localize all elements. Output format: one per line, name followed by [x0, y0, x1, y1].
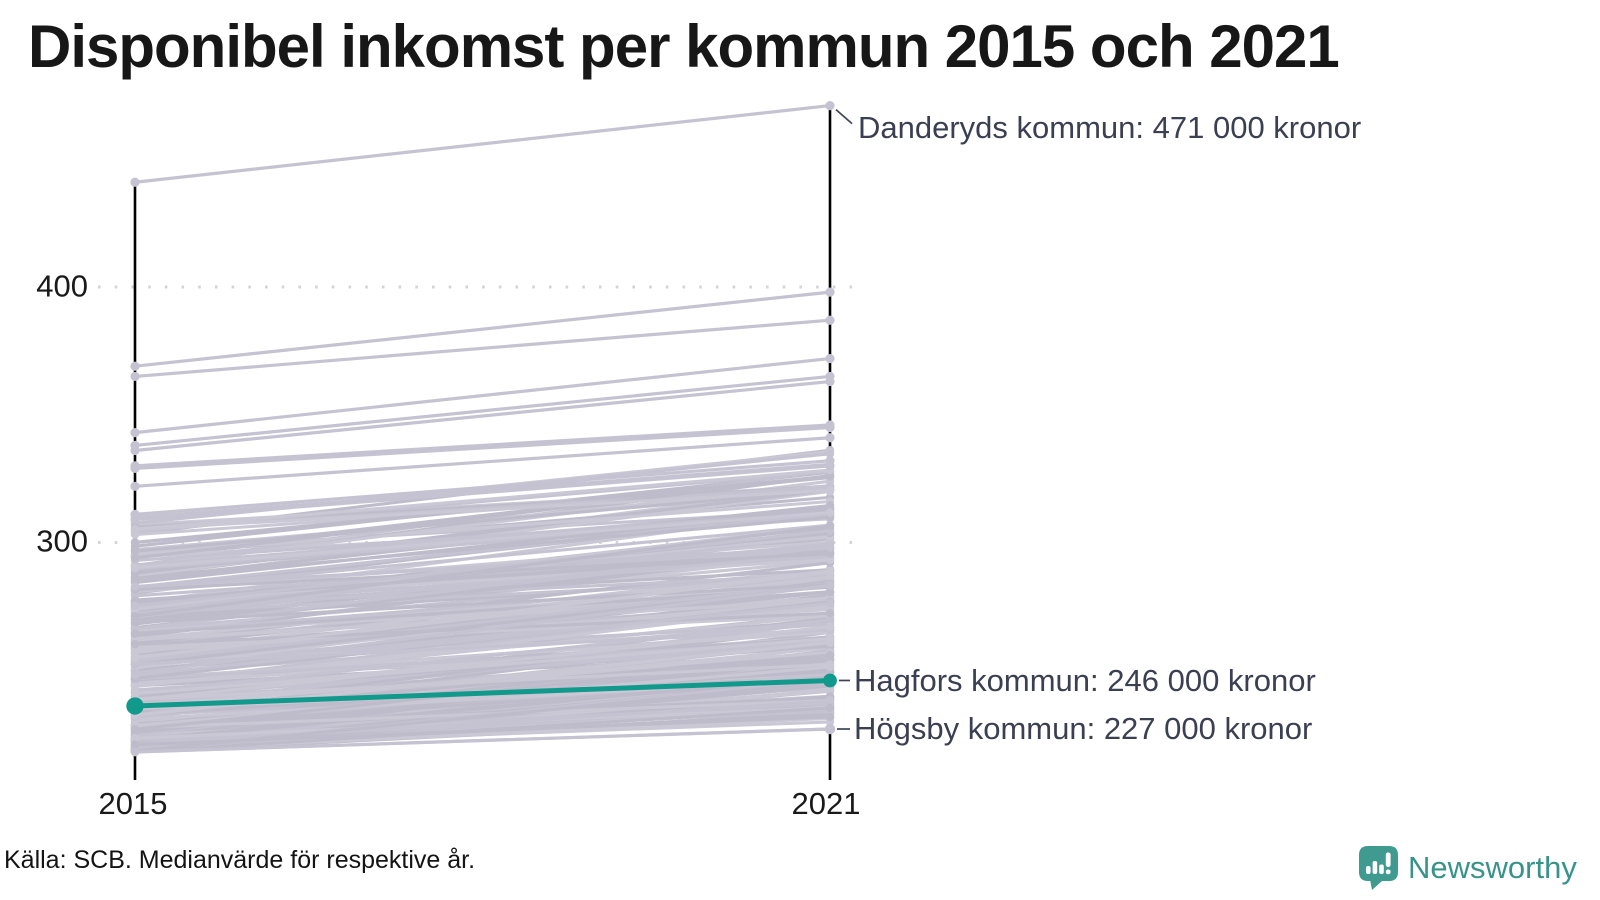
- annotation-leader-lines: [835, 108, 853, 730]
- labelled-lines: [130, 100, 836, 757]
- page-title: Disponibel inkomst per kommun 2015 och 2…: [28, 13, 1340, 80]
- background-lines: [130, 446, 835, 757]
- x-axis-label-2021: 2021: [791, 786, 861, 821]
- annotation-hogsby: Högsby kommun: 227 000 kronor: [854, 711, 1313, 746]
- x-axis-label-2015: 2015: [98, 786, 168, 821]
- highlight-line: [126, 673, 837, 715]
- outlier-lines: [130, 287, 835, 525]
- annotation-danderyd: Danderyds kommun: 471 000 kronor: [858, 110, 1362, 145]
- y-tick-label-300: 300: [36, 523, 88, 559]
- newsworthy-logo-icon: [1359, 846, 1398, 890]
- y-tick-label-400: 400: [36, 268, 88, 304]
- newsworthy-logo-text: Newsworthy: [1408, 850, 1577, 885]
- newsworthy-logo: Newsworthy: [1358, 845, 1577, 891]
- annotation-hagfors: Hagfors kommun: 246 000 kronor: [854, 663, 1316, 698]
- source-note: Källa: SCB. Medianvärde för respektive å…: [4, 846, 476, 874]
